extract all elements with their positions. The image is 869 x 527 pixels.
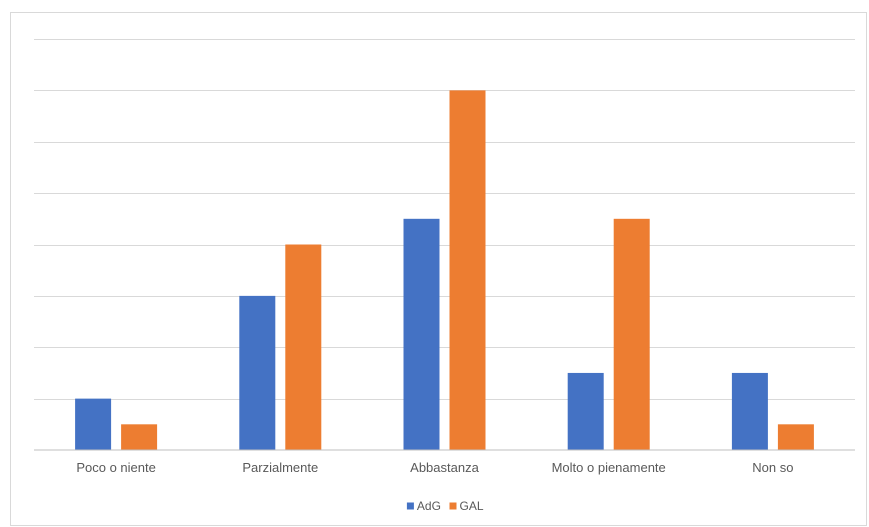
x-tick-label: Abbastanza xyxy=(410,460,479,475)
legend-swatch xyxy=(449,502,457,510)
legend-label: AdG xyxy=(417,499,441,513)
bars xyxy=(75,90,814,450)
gridlines xyxy=(34,39,855,400)
bar-adg-3 xyxy=(403,218,440,450)
bar-adg-2 xyxy=(239,295,276,450)
bar-gal-2 xyxy=(285,244,322,450)
legend-item-gal: GAL xyxy=(449,499,484,513)
bar-gal-1 xyxy=(121,424,158,450)
legend-label: GAL xyxy=(460,499,484,513)
legend-swatch xyxy=(406,502,414,510)
legend: AdG GAL xyxy=(406,499,484,513)
bar-gal-4 xyxy=(613,218,650,450)
x-tick-label: Molto o pienamente xyxy=(552,460,666,475)
x-tick-labels: Poco o niente Parzialmente Abbastanza Molto… xyxy=(76,460,793,475)
bar-adg-1 xyxy=(75,398,112,450)
bar-adg-4 xyxy=(567,372,604,450)
x-tick-label: Poco o niente xyxy=(76,460,156,475)
x-tick-label: Parzialmente xyxy=(242,460,318,475)
legend-item-adg: AdG xyxy=(406,499,441,513)
x-tick-label: Non so xyxy=(752,460,793,475)
bar-adg-5 xyxy=(731,372,768,450)
bar-gal-5 xyxy=(777,424,814,450)
bar-gal-3 xyxy=(449,90,486,450)
